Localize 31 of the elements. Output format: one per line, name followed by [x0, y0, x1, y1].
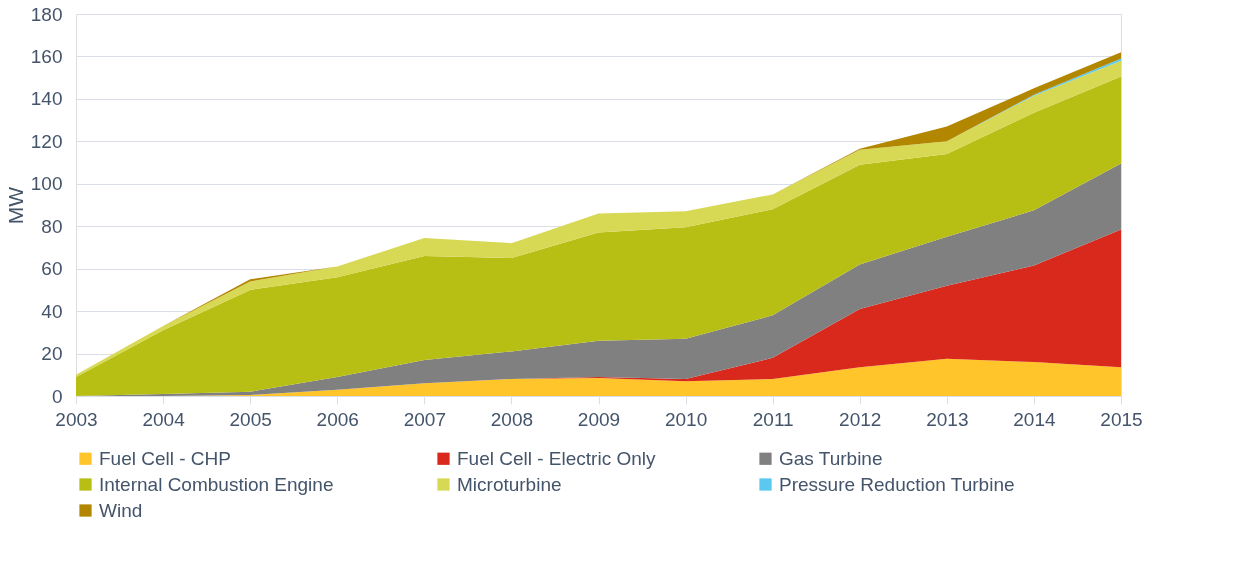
- x-tick-label: 2006: [316, 408, 359, 430]
- x-tick-label: 2004: [142, 408, 186, 430]
- legend-label: Wind: [99, 499, 143, 521]
- y-tick-label: 20: [41, 343, 63, 365]
- y-tick-label: 120: [30, 130, 63, 152]
- y-tick-label: 40: [41, 300, 63, 322]
- y-tick-label: 80: [41, 215, 63, 237]
- y-tick-label: 0: [51, 385, 63, 407]
- legend-label: Fuel Cell - Electric Only: [457, 447, 656, 469]
- x-tick-label: 2009: [577, 408, 621, 430]
- x-tick-label: 2010: [664, 408, 708, 430]
- y-tick-label: 100: [30, 173, 63, 195]
- x-tick-label: 2013: [926, 408, 969, 430]
- legend-label: Fuel Cell - CHP: [99, 447, 231, 469]
- x-tick-label: 2015: [1100, 408, 1143, 430]
- x-tick-label: 2014: [1013, 408, 1056, 430]
- y-tick-label: 160: [30, 45, 63, 67]
- y-tick-label: 60: [41, 258, 63, 280]
- x-tick-label: 2003: [55, 408, 98, 430]
- legend-label: Microturbine: [457, 473, 562, 495]
- y-axis-title: MW: [3, 186, 27, 225]
- x-tick-label: 2007: [403, 408, 446, 430]
- legend-label: Internal Combustion Engine: [99, 473, 334, 495]
- y-tick-label: 140: [30, 88, 63, 110]
- y-tick-label: 180: [30, 3, 63, 25]
- x-tick-label: 2012: [839, 408, 882, 430]
- legend-label: Pressure Reduction Turbine: [779, 473, 1015, 495]
- x-tick-label: 2011: [752, 408, 794, 430]
- x-tick-label: 2008: [490, 408, 534, 430]
- x-tick-label: 2005: [229, 408, 272, 430]
- legend-label: Gas Turbine: [779, 447, 883, 469]
